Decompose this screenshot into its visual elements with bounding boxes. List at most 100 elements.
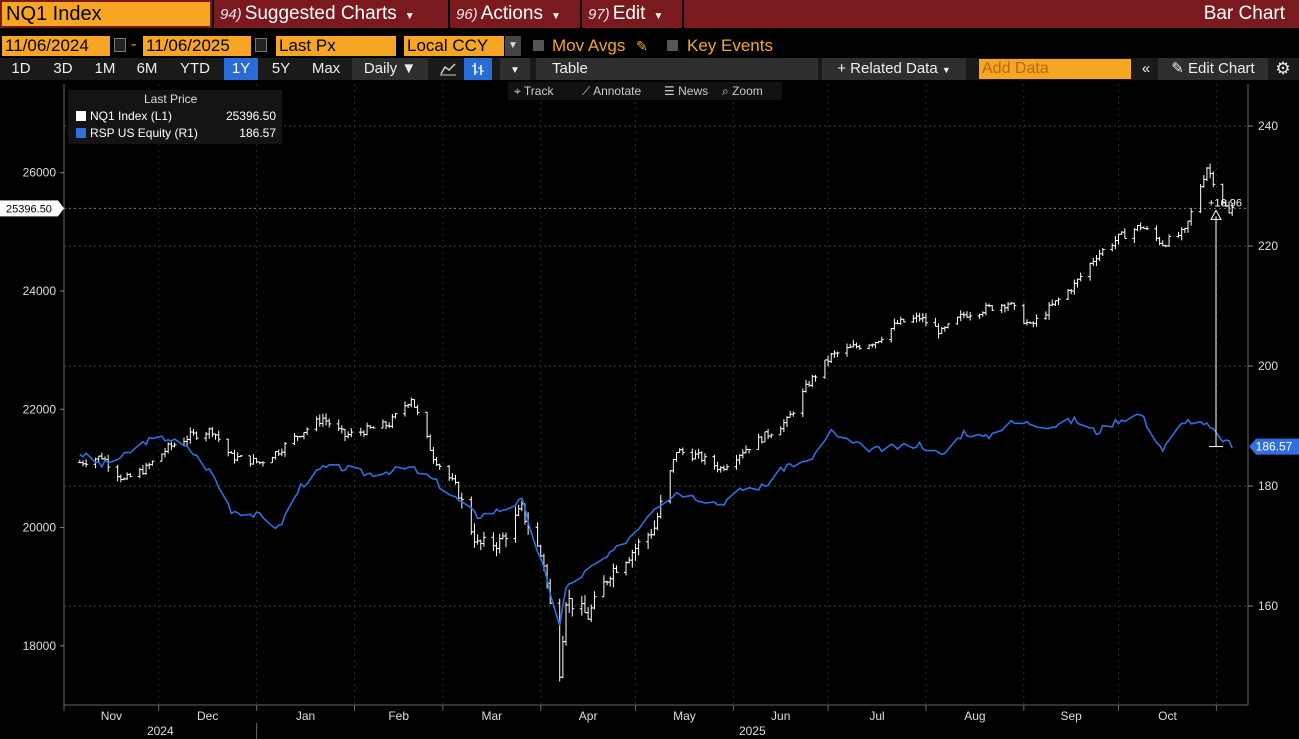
caret-down-icon: ▼ [404,11,415,22]
legend-value: 25396.50 [225,109,276,123]
range-max[interactable]: Max [311,60,341,77]
menu-number: 94) [220,6,242,23]
annotation-text: +16.96 [1208,197,1242,209]
nq1-last-tag [0,200,58,217]
news-label: News [678,84,709,98]
key-events-label[interactable]: Key Events [687,36,773,55]
divider [682,0,684,28]
range-1d[interactable]: 1D [11,60,31,77]
x-tick-label: Jan [296,709,315,723]
news-tool[interactable]: ☰ News [664,82,708,100]
x-tick-label: May [673,709,696,723]
zoom-icon: ⌕ [722,84,729,98]
pencil-icon: ✎ [1171,60,1184,77]
zoom-label: Zoom [732,84,763,98]
menu-label: Suggested Charts [244,3,397,24]
key-events-checkbox[interactable] [667,40,678,51]
track-label: Track [523,84,554,98]
actions-menu[interactable]: 96) Actions ▼ [450,0,580,28]
x-tick-label: Apr [579,709,598,723]
table-button[interactable]: Table [536,58,818,80]
axes: 18000 20000 22000 24000 26000 160 180 200 220 240… [0,84,1299,739]
year-label: 2025 [739,724,766,738]
frequency-label: Daily [363,60,398,77]
grid-lines [64,84,1248,705]
x-tick-label: Jul [869,709,884,723]
x-tick-label: Nov [101,709,122,723]
gear-icon[interactable]: ⚙ [1275,59,1291,78]
chart-style-dropdown[interactable]: ▼ [500,58,530,80]
calendar-icon[interactable] [114,38,126,52]
legend-heading: Last Price [144,92,198,106]
x-tick-label: Feb [388,709,409,723]
start-date-field[interactable]: 11/06/2024 [2,36,110,56]
currency-select[interactable]: Local CCY [404,36,504,56]
settings-row: 11/06/2024 - 11/06/2025 Last Px Local CC… [0,34,1299,56]
mov-avgs-checkbox[interactable] [533,40,544,51]
pencil-icon[interactable]: ✎ [636,38,648,54]
legend-swatch [76,128,86,138]
left-tick-label: 18000 [23,639,57,653]
range-1y[interactable]: 1Y [224,58,258,80]
suggested-charts-menu[interactable]: 94) Suggested Charts ▼ [214,0,448,28]
bar-chart-icon[interactable] [464,58,492,80]
x-tick-label: Aug [964,709,985,723]
range-1m[interactable]: 1M [94,60,116,77]
collapse-icon[interactable]: « [1141,60,1151,77]
legend-item-nq1[interactable]: NQ1 Index (L1) [76,109,172,123]
rsp-last-tag [1249,438,1299,455]
annotate-label: Annotate [593,84,642,98]
right-tick-label: 240 [1258,119,1278,133]
news-icon: ☰ [664,84,675,98]
left-tick-label: 22000 [23,402,57,416]
track-tool[interactable]: ⌖ Track [514,82,553,100]
end-date-field[interactable]: 11/06/2025 [143,36,251,56]
x-tick-label: Oct [1158,709,1177,723]
related-data-button[interactable]: + Related Data ▼ [822,58,966,80]
range-3d[interactable]: 3D [53,60,73,77]
title-bar: NQ1 Index 94) Suggested Charts ▼ 96) Action… [0,0,1299,28]
chevron-down-icon[interactable]: ▼ [505,36,521,56]
range-ytd[interactable]: YTD [180,60,210,77]
chart-legend: Last Price NQ1 Index (L1) 25396.50 RSP U… [68,90,282,144]
menu-number: 97) [588,6,610,23]
annotate-tool[interactable]: ⟋ Annotate [582,82,641,100]
divider [448,0,450,28]
frequency-select[interactable]: Daily ▼ [352,58,428,80]
legend-swatch [76,111,86,121]
x-tick-label: Sep [1061,709,1083,723]
edit-chart-button[interactable]: ✎ Edit Chart [1158,58,1268,80]
caret-down-icon: ▼ [941,65,951,75]
right-tick-label: 220 [1258,239,1278,253]
menu-label: Edit [612,3,646,24]
chart-type-title: Bar Chart [1203,3,1285,24]
right-tick-label: 160 [1258,599,1278,613]
zoom-tool[interactable]: ⌕ Zoom [722,82,763,100]
caret-down-icon: ▼ [510,65,520,76]
caret-down-icon: ▼ [653,11,664,22]
date-separator: - [131,36,137,53]
calendar-icon[interactable] [255,38,267,52]
legend-item-rsp[interactable]: RSP US Equity (R1) [76,126,198,140]
chart-tools: ⌖ Track ⟋ Annotate ☰ News ⌕ Zoom [508,82,782,100]
related-data-label: Related Data [850,60,938,77]
year-label: 2024 [147,724,174,738]
legend-value: 186.57 [239,126,276,140]
edit-menu[interactable]: 97) Edit ▼ [582,0,682,28]
range-toolbar: 1D 3D 1M 6M YTD 1Y 5Y Max Daily ▼ ▼ Tabl… [0,58,1299,80]
menu-label: Actions [480,3,543,24]
line-chart-icon[interactable] [434,58,462,80]
range-5y[interactable]: 5Y [271,60,291,77]
range-6m[interactable]: 6M [136,60,158,77]
mov-avgs-label[interactable]: Mov Avgs [552,36,626,55]
rsp-last-value: 186.57 [1256,440,1293,454]
field-select[interactable]: Last Px [276,36,396,56]
nq1-last-tag-pointer [58,200,64,217]
annotate-icon: ⟋ [582,84,591,98]
plus-icon: + [837,60,846,77]
add-data-input[interactable]: Add Data [979,59,1131,79]
ticker-input[interactable]: NQ1 Index [2,2,210,26]
edit-chart-label: Edit Chart [1188,60,1255,77]
rsp-line [79,413,1233,626]
